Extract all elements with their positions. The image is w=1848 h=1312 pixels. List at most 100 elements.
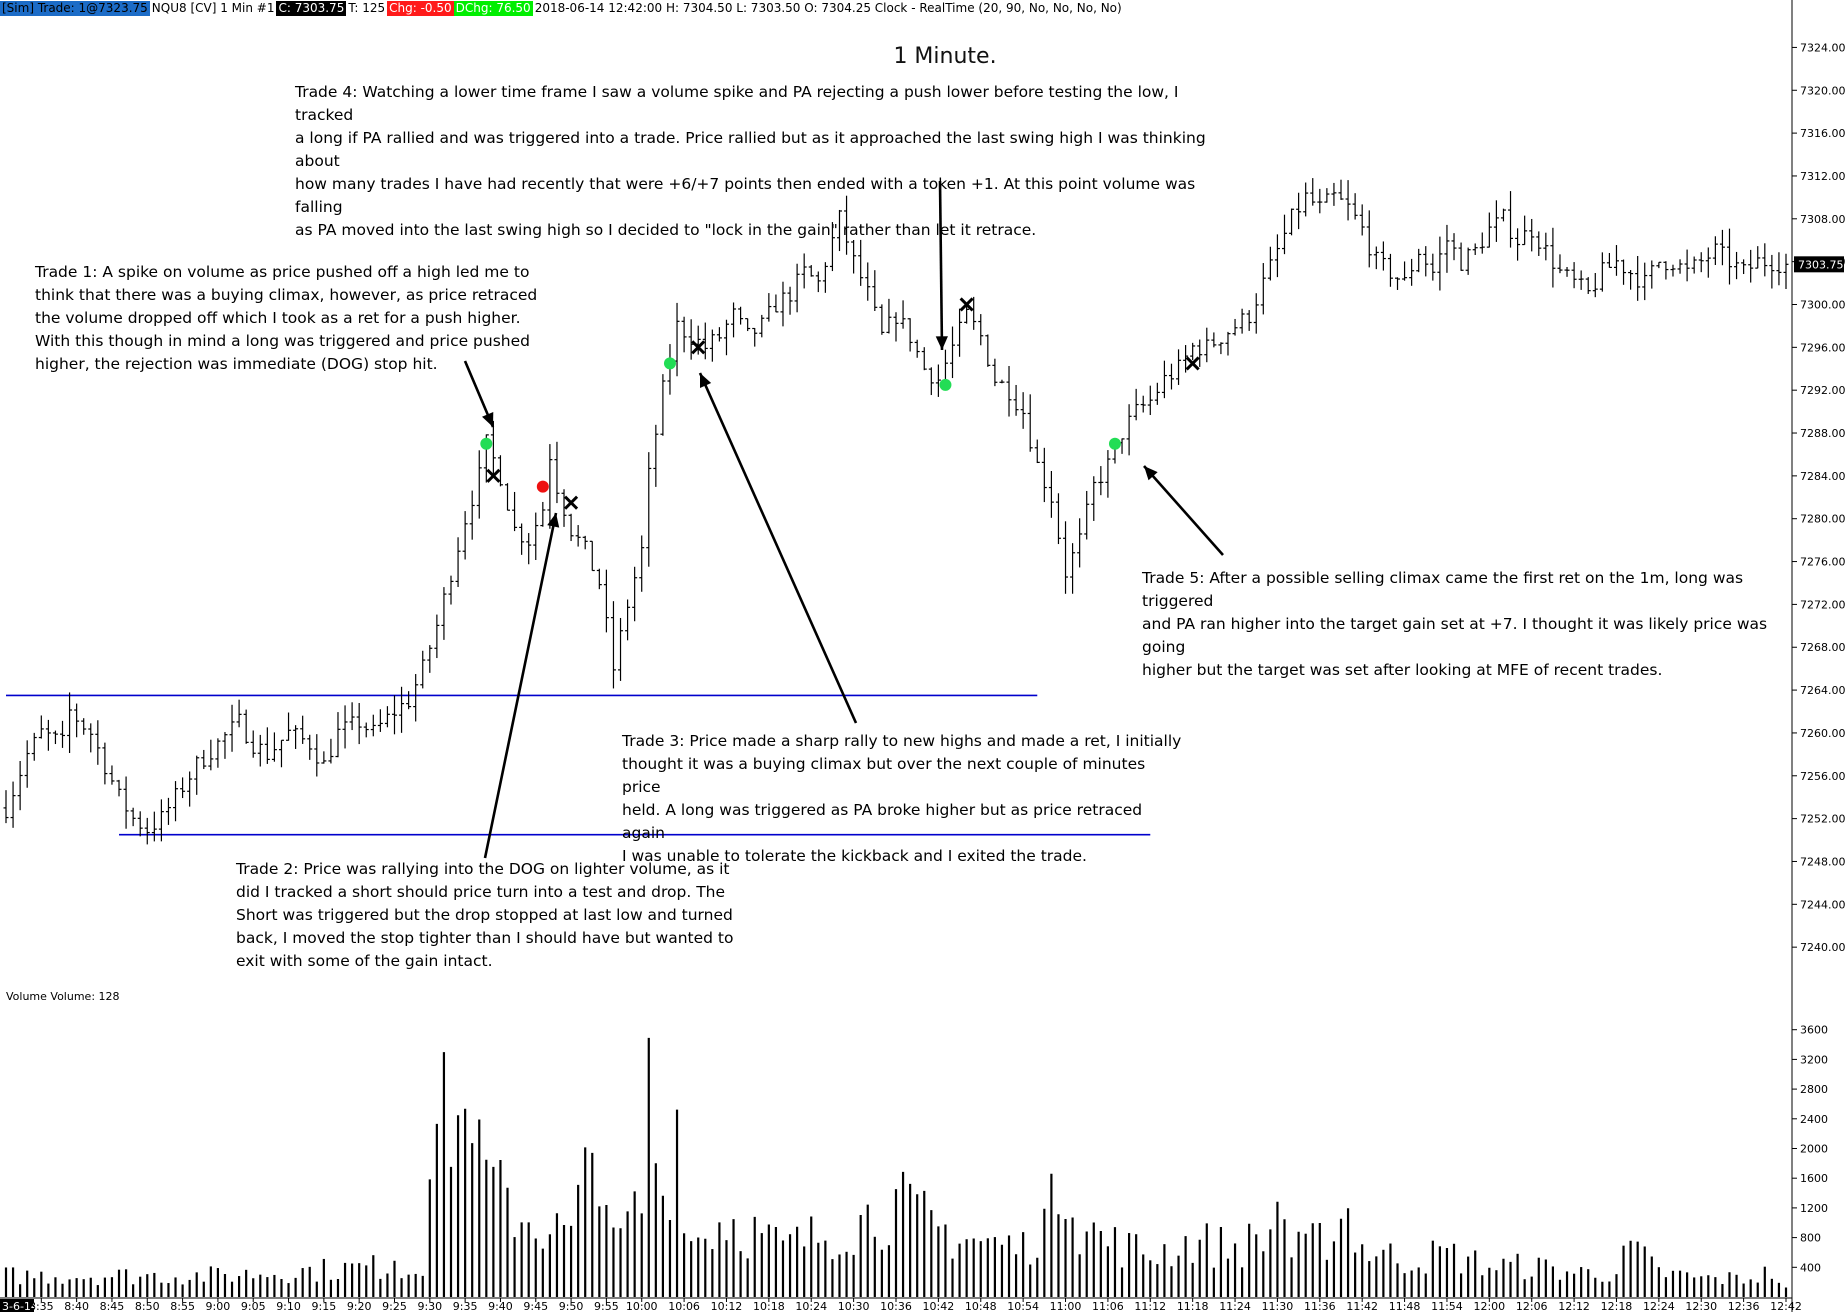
- time-tick-label: 9:55: [594, 1300, 619, 1312]
- time-tick-label: 10:42: [923, 1300, 955, 1312]
- price-tick-label: 7244.00: [1800, 898, 1846, 911]
- volume-tick-label: 2000: [1800, 1143, 1828, 1156]
- volume-tick-label: 2800: [1800, 1083, 1828, 1096]
- time-tick-label: 11:18: [1177, 1300, 1209, 1312]
- time-tick-label: 9:30: [417, 1300, 442, 1312]
- long-entry-marker: [939, 378, 952, 391]
- price-tick-label: 7292.00: [1800, 384, 1846, 397]
- annotation-arrow-shaft: [938, 180, 944, 351]
- time-tick-label: 10:30: [838, 1300, 870, 1312]
- annotation-arrow-shaft: [698, 372, 858, 724]
- close-price-badge: C: 7303.75: [276, 1, 347, 16]
- price-tick-label: 7252.00: [1800, 813, 1846, 826]
- time-tick-label: 12:06: [1516, 1300, 1548, 1312]
- time-tick-label: 9:00: [206, 1300, 231, 1312]
- bar-info: 2018-06-14 12:42:00 H: 7304.50 L: 7303.5…: [534, 1, 1122, 15]
- exit-marker: [691, 340, 706, 355]
- annotation-arrow-head: [1144, 466, 1158, 481]
- price-tick-label: 7324.00: [1800, 41, 1846, 54]
- time-tick-label: 10:00: [626, 1300, 658, 1312]
- annotation-arrow: [483, 512, 560, 859]
- ohlc-bars: [3, 178, 1789, 845]
- time-tick-label: 9:05: [241, 1300, 266, 1312]
- price-tick-label: 7288.00: [1800, 427, 1846, 440]
- long-entry-marker: [480, 437, 493, 450]
- support-resistance-lines: [6, 694, 1151, 836]
- exit-marker-stroke: [1185, 356, 1200, 371]
- note-trade2: Trade 2: Price was rallying into the DOG…: [236, 860, 734, 970]
- chart-title: 1 Minute.: [893, 44, 997, 69]
- time-tick-label: 9:45: [523, 1300, 548, 1312]
- note-trade1: Trade 1: A spike on volume as price push…: [35, 263, 538, 373]
- time-tick-label: 12:36: [1728, 1300, 1760, 1312]
- date-label-box: [0, 1299, 34, 1312]
- price-tick-label: 7272.00: [1800, 598, 1846, 611]
- price-tick-label: 7276.00: [1800, 556, 1846, 569]
- time-tick-label: 9:10: [276, 1300, 301, 1312]
- time-tick-label: 11:12: [1134, 1300, 1166, 1312]
- last-price-label: 7303.75: [1798, 258, 1844, 271]
- price-tick-label: 7260.00: [1800, 727, 1846, 740]
- volume-tick-label: 3600: [1800, 1024, 1828, 1037]
- instrument-label: NQU8 [CV] 1 Min #1: [151, 1, 275, 15]
- price-tick-label: 7264.00: [1800, 684, 1846, 697]
- annotation-arrow: [463, 360, 495, 428]
- time-tick-label: 9:25: [382, 1300, 407, 1312]
- annotation-arrow: [698, 372, 858, 724]
- time-tick-label: 8:55: [170, 1300, 195, 1312]
- time-tick-label: 9:40: [488, 1300, 513, 1312]
- price-tick-label: 7296.00: [1800, 341, 1846, 354]
- time-tick-label: 11:06: [1092, 1300, 1124, 1312]
- time-tick-label: 8:35: [29, 1300, 54, 1312]
- time-tick-label: 10:06: [668, 1300, 700, 1312]
- exit-marker: [1185, 356, 1200, 371]
- time-tick-label: 8:45: [100, 1300, 125, 1312]
- volume-tick-label: 1600: [1800, 1172, 1828, 1185]
- annotation-arrow-head: [935, 336, 948, 350]
- tick-count: T: 125: [348, 1, 386, 15]
- time-tick-label: 12:00: [1473, 1300, 1505, 1312]
- time-tick-label: 9:15: [312, 1300, 337, 1312]
- time-tick-label: 11:30: [1262, 1300, 1294, 1312]
- time-tick-label: 11:54: [1431, 1300, 1463, 1312]
- time-tick-label: 12:42: [1770, 1300, 1802, 1312]
- price-axis: 7240.00 7244.00 7248.00 7252.00 7256.00 7260.…: [1791, 0, 1846, 1312]
- exit-marker-stroke: [691, 340, 706, 355]
- price-tick-label: 7284.00: [1800, 470, 1846, 483]
- change-badge: Chg: -0.50: [387, 1, 454, 16]
- time-tick-label: 12:30: [1685, 1300, 1717, 1312]
- volume-axis: 400 800 1200 1600 2000 2400 2800 3200 3600: [1792, 1024, 1828, 1274]
- time-tick-label: 11:42: [1346, 1300, 1378, 1312]
- annotation-arrows: [463, 180, 1224, 859]
- volume-tick-label: 800: [1800, 1232, 1821, 1245]
- price-tick-label: 7256.00: [1800, 770, 1846, 783]
- volume-bars: [4, 1037, 1788, 1297]
- volume-tick-label: 2400: [1800, 1113, 1828, 1126]
- daily-change-badge: DChg: 76.50: [453, 1, 533, 16]
- exit-marker: [564, 495, 579, 510]
- sim-account-badge[interactable]: [Sim] Trade: 1@7323.75: [0, 1, 150, 16]
- price-tick-label: 7312.00: [1800, 170, 1846, 183]
- last-price-box: [1794, 256, 1844, 273]
- volume-panel-label: Volume Volume: 128: [6, 990, 120, 1003]
- time-tick-label: 11:48: [1389, 1300, 1421, 1312]
- date-label: 3-6-14: [2, 1300, 38, 1312]
- price-tick-label: 7320.00: [1800, 84, 1846, 97]
- volume-tick-label: 1200: [1800, 1202, 1828, 1215]
- short-entry-marker: [536, 480, 549, 493]
- note-trade4: Trade 4: Watching a lower time frame I s…: [295, 83, 1206, 239]
- time-tick-label: 11:24: [1219, 1300, 1251, 1312]
- time-tick-label: 11:00: [1050, 1300, 1082, 1312]
- annotation-arrow-shaft: [483, 512, 558, 859]
- exit-marker-stroke: [959, 297, 974, 312]
- exit-marker: [959, 297, 974, 312]
- time-tick-label: 10:48: [965, 1300, 997, 1312]
- exit-marker-stroke: [564, 495, 579, 510]
- time-tick-label: 10:12: [711, 1300, 743, 1312]
- price-tick-label: 7308.00: [1800, 213, 1846, 226]
- annotation-arrow-head: [699, 373, 712, 388]
- time-tick-label: 8:50: [135, 1300, 160, 1312]
- price-tick-label: 7248.00: [1800, 855, 1846, 868]
- time-axis: 3-6-148:35 8:40 8:45 8:50 8:55 9:00 9:05 9:10 9:…: [0, 1297, 1802, 1312]
